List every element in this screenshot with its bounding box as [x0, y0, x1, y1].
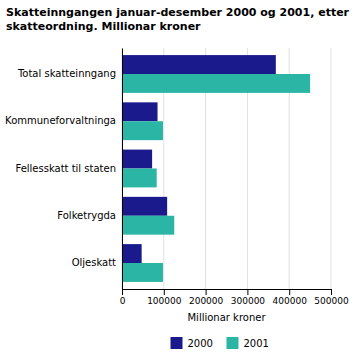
x-tick-mark — [164, 289, 165, 295]
x-tick-label: 200000 — [189, 296, 224, 306]
legend-swatch — [227, 337, 239, 349]
grid — [122, 48, 331, 289]
grid-line — [331, 48, 332, 289]
legend-swatch — [171, 337, 183, 349]
x-tick-mark — [122, 289, 123, 295]
series — [122, 74, 310, 282]
legend-item: 2001 — [227, 337, 269, 349]
bar — [122, 102, 158, 121]
y-tick: Total skatteinngang — [17, 68, 122, 79]
bar — [122, 244, 142, 263]
x-tick: 500000 — [314, 289, 349, 306]
legend-label: 2000 — [188, 338, 213, 349]
y-tick: Fellesskatt til staten — [15, 163, 122, 174]
legend-item: 2000 — [171, 337, 213, 349]
x-tick: 300000 — [231, 289, 266, 306]
legend-label: 2001 — [244, 338, 269, 349]
title-line: skatteordning. Millionar kroner — [6, 20, 201, 33]
bar — [122, 150, 152, 169]
bar — [122, 197, 167, 216]
y-axis-line — [122, 49, 123, 290]
y-tick-label: Fellesskatt til staten — [15, 163, 116, 174]
y-tick: Kommuneforvaltninga — [5, 115, 122, 126]
x-tick-label: 500000 — [314, 296, 349, 306]
y-tick: Oljeskatt — [72, 257, 122, 268]
x-axis-title: Millionar kroner — [187, 312, 266, 323]
plot: 0 100000 200000 300000 400000 500000 Oljeskatt… — [5, 48, 349, 323]
x-tick-mark — [331, 289, 332, 295]
grid-line — [122, 48, 123, 289]
bars — [122, 55, 310, 282]
x-tick: 200000 — [189, 289, 224, 306]
bar — [122, 169, 157, 188]
bar — [122, 55, 276, 74]
x-tick: 400000 — [273, 289, 308, 306]
x-tick-mark — [289, 289, 290, 295]
legend: 2000 2001 — [171, 337, 269, 349]
bar — [122, 121, 163, 140]
y-tick: Folketrygda — [57, 210, 122, 221]
y-tick-label: Folketrygda — [57, 210, 116, 221]
chart: Skatteinngangen januar-desember 2000 og … — [0, 0, 355, 361]
x-tick-mark — [206, 289, 207, 295]
bar — [122, 74, 310, 93]
bar — [122, 263, 163, 282]
x-tick-label: 0 — [120, 296, 126, 306]
x-tick-label: 300000 — [231, 296, 266, 306]
y-axis: Oljeskatt Folketrygda Fellesskatt til stat… — [5, 49, 122, 290]
x-tick-mark — [247, 289, 248, 295]
x-tick: 0 — [120, 289, 126, 306]
x-tick: 100000 — [147, 289, 182, 306]
title-line: Skatteinngangen januar-desember 2000 og … — [6, 6, 350, 19]
x-axis: 0 100000 200000 300000 400000 500000 — [120, 289, 349, 306]
y-tick-label: Kommuneforvaltninga — [5, 115, 116, 126]
x-tick-label: 400000 — [273, 296, 308, 306]
title: Skatteinngangen januar-desember 2000 og … — [6, 6, 350, 33]
x-tick-label: 100000 — [147, 296, 182, 306]
y-tick-label: Total skatteinngang — [17, 68, 116, 79]
x-axis-line — [123, 290, 332, 296]
y-tick-label: Oljeskatt — [72, 257, 116, 268]
bar — [122, 216, 174, 235]
